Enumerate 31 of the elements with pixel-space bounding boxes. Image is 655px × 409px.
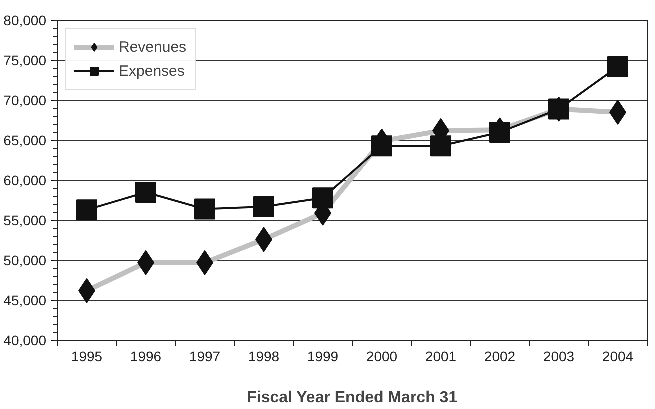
point	[136, 182, 156, 203]
point	[608, 56, 628, 78]
x-tick-label: 1996	[130, 348, 162, 364]
x-tick-label: 2001	[425, 348, 457, 364]
legend-label: Expenses	[119, 62, 185, 80]
point	[254, 196, 274, 218]
x-tick-label: 1998	[248, 348, 280, 364]
point	[76, 200, 98, 221]
point	[490, 122, 510, 143]
point	[372, 136, 392, 157]
y-tick-label: 65,000	[4, 132, 47, 148]
y-tick-label: 75,000	[4, 52, 47, 68]
x-tick-label: 1995	[71, 348, 103, 364]
x-tick-label: 2002	[484, 348, 516, 364]
y-tick-label: 45,000	[4, 292, 47, 308]
point	[194, 198, 216, 220]
x-tick-label: 2004	[602, 348, 634, 364]
x-tick-label: 2000	[366, 348, 398, 364]
point	[430, 136, 452, 157]
y-tick-label: 40,000	[4, 332, 47, 348]
y-tick-label: 55,000	[4, 212, 47, 228]
point	[312, 188, 334, 209]
y-tick-label: 80,000	[4, 12, 47, 28]
y-tick-label: 70,000	[4, 92, 47, 108]
x-tick-label: 2003	[543, 348, 575, 364]
x-tick-label: 1999	[307, 348, 339, 364]
x-tick-label: 1997	[189, 348, 221, 364]
y-tick-label: 50,000	[4, 252, 47, 268]
x-axis-title: Fiscal Year Ended March 31	[247, 390, 458, 406]
y-tick-label: 60,000	[4, 172, 47, 188]
legend-label: Revenues	[119, 38, 187, 56]
